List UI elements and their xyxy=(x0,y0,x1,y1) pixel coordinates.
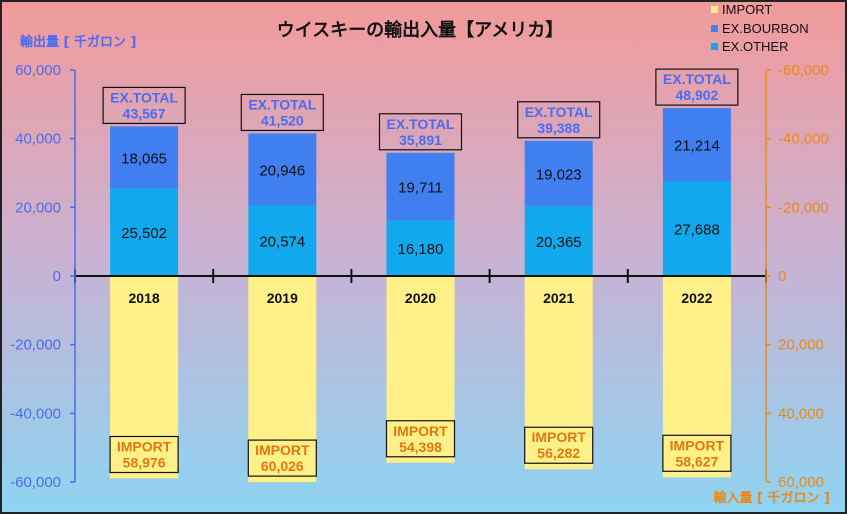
ex-total-value-2018: 43,567 xyxy=(123,105,166,121)
ex-total-box-2018 xyxy=(102,86,186,125)
bar-ex-other-2022 xyxy=(662,180,731,276)
legend-label-ex-bourbon: EX.BOURBON xyxy=(722,21,809,36)
label-ex-other-2018: 25,502 xyxy=(121,225,167,242)
label-ex-bourbon-2020: 19,711 xyxy=(398,180,443,197)
bar-ex-other-2019 xyxy=(248,205,317,276)
label-ex-bourbon-2021: 19,023 xyxy=(536,166,582,183)
legend-label-ex-other: EX.OTHER xyxy=(722,39,788,54)
import-title-2019: IMPORT xyxy=(255,442,310,458)
import-box-2018 xyxy=(109,435,179,474)
y-axis-right-label: 輸入量 [ 千ガロン ] xyxy=(714,490,830,506)
y-axis-left-tick-label: 40,000 xyxy=(15,131,61,148)
y-axis-left-label: 輸出量 [ 千ガロン ] xyxy=(20,34,136,50)
y-axis-right-tick-label: -60,000 xyxy=(778,62,829,79)
x-tick-label-2018: 2018 xyxy=(129,290,160,306)
import-value-2021: 56,282 xyxy=(537,445,580,461)
bar-import-2020 xyxy=(386,276,455,463)
ex-total-box-2020 xyxy=(378,113,463,151)
bar-ex-other-2021 xyxy=(524,206,593,276)
chart-title: ウイスキーの輸出入量【アメリカ】 xyxy=(277,19,564,41)
y-axis-left-tick-label: -40,000 xyxy=(10,405,61,422)
y-axis-left-tick-label: -20,000 xyxy=(10,337,61,354)
y-axis-right-tick-label: -40,000 xyxy=(778,131,829,148)
import-value-2019: 60,026 xyxy=(261,458,304,474)
bar-ex-bourbon-2021 xyxy=(524,140,593,207)
y-axis-left-tick-label: -60,000 xyxy=(10,474,61,491)
import-title-2018: IMPORT xyxy=(117,438,172,454)
label-ex-bourbon-2022: 21,214 xyxy=(674,138,720,155)
x-tick-label-2021: 2021 xyxy=(543,290,574,306)
ex-total-title-2020: EX.TOTAL xyxy=(387,116,455,132)
import-value-2020: 54,398 xyxy=(399,439,442,455)
legend: IMPORT EX.BOURBON EX.OTHER xyxy=(711,2,809,54)
x-tick-label-2022: 2022 xyxy=(681,290,712,306)
label-ex-other-2022: 27,688 xyxy=(674,221,720,238)
bar-import-2018 xyxy=(110,276,179,479)
ex-total-value-2019: 41,520 xyxy=(261,112,304,128)
import-title-2022: IMPORT xyxy=(670,437,725,453)
bar-import-2022 xyxy=(662,276,731,478)
legend-label-import: IMPORT xyxy=(722,2,772,17)
y-axis-right-tick-label: 20,000 xyxy=(778,337,824,354)
y-axis-left-tick-label: 20,000 xyxy=(15,199,61,216)
legend-swatch-ex-bourbon xyxy=(711,25,718,32)
bar-ex-bourbon-2018 xyxy=(110,126,179,189)
ex-total-title-2021: EX.TOTAL xyxy=(525,104,593,120)
bar-ex-bourbon-2020 xyxy=(386,152,455,221)
import-box-2022 xyxy=(662,434,732,472)
label-ex-other-2019: 20,574 xyxy=(259,234,305,251)
ex-total-value-2020: 35,891 xyxy=(399,132,442,148)
bar-ex-other-2018 xyxy=(110,188,179,276)
import-box-2020 xyxy=(385,420,456,458)
import-value-2022: 58,627 xyxy=(675,453,718,469)
bar-ex-bourbon-2022 xyxy=(662,108,731,181)
y-axis-right-tick-label: 40,000 xyxy=(778,405,824,422)
ex-total-value-2022: 48,902 xyxy=(675,87,718,103)
ex-total-title-2022: EX.TOTAL xyxy=(663,71,731,87)
label-ex-bourbon-2019: 20,946 xyxy=(259,162,305,179)
label-ex-other-2020: 16,180 xyxy=(398,241,444,258)
legend-swatch-ex-other xyxy=(711,43,718,50)
bar-ex-other-2020 xyxy=(386,220,455,276)
ex-total-title-2018: EX.TOTAL xyxy=(110,89,178,105)
y-axis-right-tick-label: 0 xyxy=(778,268,786,285)
y-axis-left-tick-label: 0 xyxy=(53,268,61,285)
x-tick-label-2019: 2019 xyxy=(267,290,298,306)
y-axis-left-tick-label: 60,000 xyxy=(15,62,61,79)
import-box-2021 xyxy=(524,426,594,464)
y-axis-right-tick-label: -20,000 xyxy=(778,199,829,216)
ex-total-title-2019: EX.TOTAL xyxy=(248,96,316,112)
import-title-2021: IMPORT xyxy=(531,429,586,445)
y-axis-right-tick-label: 60,000 xyxy=(778,474,824,491)
label-ex-bourbon-2018: 18,065 xyxy=(121,150,167,167)
bar-import-2019 xyxy=(248,276,317,483)
bar-ex-bourbon-2019 xyxy=(248,133,317,206)
ex-total-box-2022 xyxy=(655,68,739,106)
import-box-2019 xyxy=(247,439,317,477)
ex-total-value-2021: 39,388 xyxy=(537,120,580,136)
legend-swatch-import xyxy=(711,6,718,13)
x-tick-label-2020: 2020 xyxy=(405,290,436,306)
label-ex-other-2021: 20,365 xyxy=(536,234,582,251)
ex-total-box-2021 xyxy=(517,101,601,139)
ex-total-box-2019 xyxy=(240,93,324,132)
import-title-2020: IMPORT xyxy=(393,423,448,439)
import-value-2018: 58,976 xyxy=(123,454,166,470)
bar-import-2021 xyxy=(524,276,593,470)
